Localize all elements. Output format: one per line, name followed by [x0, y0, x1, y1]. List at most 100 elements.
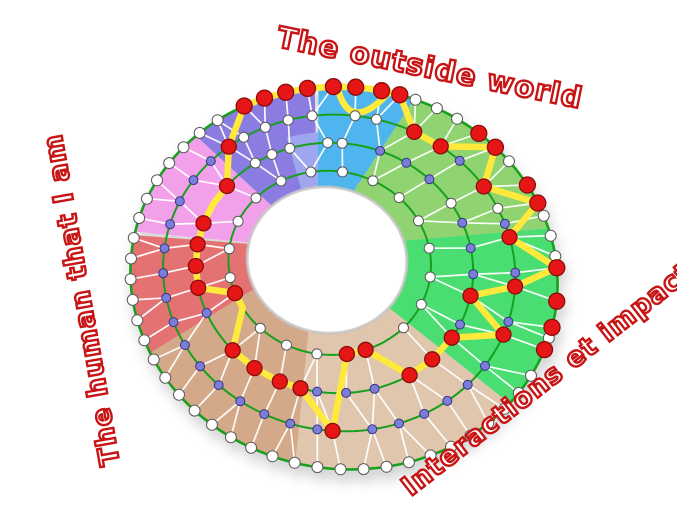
white-node	[537, 209, 550, 222]
mesh-line	[430, 273, 474, 278]
mesh-line	[372, 162, 407, 182]
purple-node	[165, 219, 176, 230]
purple-node	[312, 424, 323, 435]
white-node	[159, 371, 172, 384]
red-node	[292, 380, 309, 397]
red-node	[224, 342, 241, 359]
mesh-line	[423, 413, 452, 448]
white-node	[125, 252, 137, 265]
white-node	[445, 197, 457, 209]
red-node	[189, 236, 206, 253]
purple-node	[480, 360, 490, 371]
white-node	[482, 417, 495, 430]
red-node	[246, 359, 263, 377]
mesh-line	[398, 178, 430, 199]
red-node	[298, 79, 317, 98]
mesh-line	[371, 388, 376, 430]
mesh-line	[289, 423, 296, 463]
white-node	[124, 273, 137, 286]
mesh-line	[462, 221, 505, 225]
white-node	[337, 166, 348, 178]
purple-node	[195, 361, 206, 372]
purple-node	[424, 174, 435, 185]
mesh-line	[473, 271, 516, 276]
white-node	[334, 463, 347, 476]
red-node	[391, 86, 409, 104]
red-node	[506, 278, 524, 295]
white-node	[140, 192, 153, 205]
white-node	[131, 314, 144, 327]
purple-node	[159, 243, 170, 254]
white-node	[163, 157, 176, 170]
white-node	[306, 110, 318, 122]
mesh-line	[184, 312, 208, 346]
red-node	[357, 341, 374, 358]
white-node	[413, 215, 424, 227]
mesh-line	[271, 423, 291, 457]
sector-red	[130, 235, 255, 353]
white-node	[126, 293, 139, 306]
red-node	[548, 292, 566, 310]
white-node	[224, 431, 237, 444]
mesh-line	[371, 429, 388, 468]
red-node	[372, 82, 391, 100]
purple-node	[465, 243, 476, 254]
purple-node	[235, 396, 246, 407]
mesh-line	[420, 303, 461, 326]
red-node	[220, 138, 237, 155]
purple-node	[168, 317, 179, 328]
red-node	[443, 329, 460, 346]
red-node	[432, 138, 449, 155]
white-node	[266, 149, 278, 160]
mesh-line	[173, 312, 207, 323]
mesh-line	[310, 142, 329, 173]
mesh-line	[428, 160, 461, 180]
white-node	[305, 166, 317, 178]
red-node	[271, 373, 288, 390]
white-node	[336, 137, 348, 149]
purple-node	[188, 175, 199, 186]
white-node	[311, 348, 323, 360]
purple-node	[259, 409, 270, 420]
mesh-line	[373, 388, 400, 424]
red-node	[255, 89, 274, 107]
red-node	[470, 124, 488, 143]
purple-node	[510, 267, 521, 278]
white-node	[398, 322, 409, 334]
red-node	[187, 257, 204, 275]
red-node	[475, 178, 492, 195]
white-node	[498, 402, 511, 415]
red-node	[529, 194, 547, 212]
white-node	[224, 272, 236, 284]
red-node	[424, 351, 441, 368]
white-node	[232, 215, 244, 227]
white-node	[380, 460, 393, 473]
white-node	[266, 450, 279, 463]
white-node	[133, 212, 146, 224]
wheel-hole	[245, 185, 409, 335]
white-node	[525, 369, 537, 382]
white-node	[430, 102, 443, 115]
white-node	[282, 114, 294, 126]
purple-node	[369, 383, 380, 394]
white-node	[188, 404, 201, 417]
wheel-root	[124, 77, 566, 476]
white-node	[275, 175, 287, 187]
purple-node	[468, 269, 479, 280]
mesh-line	[462, 207, 499, 224]
red-node	[543, 318, 561, 337]
purple-node	[419, 408, 430, 419]
purple-node	[285, 418, 296, 429]
mesh-line	[484, 365, 532, 377]
white-node	[250, 192, 262, 204]
white-node	[127, 232, 140, 244]
mesh-line	[230, 400, 242, 438]
mesh-line	[250, 413, 266, 449]
purple-node	[454, 155, 465, 166]
white-node	[445, 440, 458, 453]
white-node	[370, 113, 382, 125]
mesh-line	[398, 423, 410, 463]
white-node	[393, 192, 405, 204]
